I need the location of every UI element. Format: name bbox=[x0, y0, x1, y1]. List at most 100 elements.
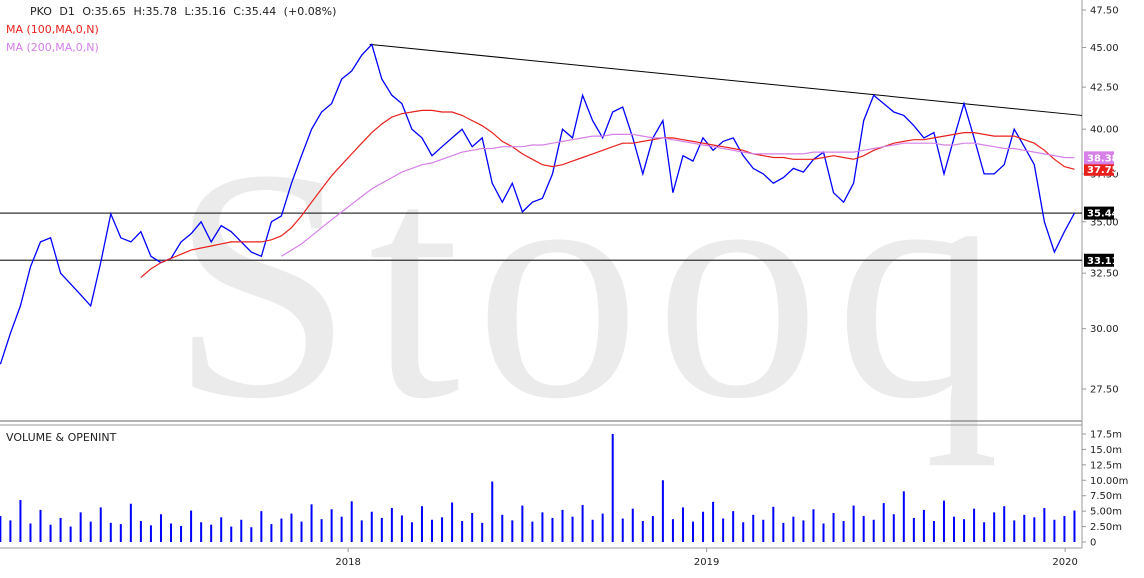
x-tick-label: 2020 bbox=[1052, 557, 1077, 568]
volume-bar bbox=[0, 516, 2, 542]
volume-bar bbox=[661, 480, 664, 542]
volume-bar bbox=[912, 517, 915, 542]
volume-bar bbox=[792, 516, 795, 542]
value-tag-label: 35.44 bbox=[1087, 209, 1119, 220]
y-tick-label: 12.5m bbox=[1090, 460, 1122, 471]
volume-bar bbox=[732, 511, 735, 542]
volume-bar bbox=[250, 527, 253, 542]
value-tag-label: 38.38 bbox=[1087, 153, 1119, 164]
volume-bar bbox=[29, 523, 32, 542]
legend-entry: MA (100,MA,0,N) bbox=[6, 23, 99, 36]
volume-bar bbox=[330, 509, 333, 542]
x-tick-label: 2019 bbox=[694, 557, 719, 568]
volume-bar bbox=[400, 515, 403, 542]
volume-bar bbox=[782, 522, 785, 542]
volume-bar bbox=[270, 524, 273, 542]
volume-bar bbox=[1023, 514, 1026, 542]
volume-bar bbox=[481, 522, 484, 542]
volume-bar bbox=[641, 521, 644, 542]
volume-bar bbox=[471, 512, 474, 542]
y-tick-label: 17.5m bbox=[1090, 429, 1122, 440]
y-tick-label: 40.00 bbox=[1090, 125, 1119, 136]
volume-bar bbox=[39, 509, 42, 542]
volume-bar bbox=[89, 521, 92, 542]
watermark: Stooq bbox=[170, 102, 1000, 467]
x-tick-label: 2018 bbox=[335, 557, 360, 568]
volume-bar bbox=[300, 521, 303, 542]
volume-bar bbox=[983, 522, 986, 542]
volume-bar bbox=[712, 501, 715, 542]
volume-bar bbox=[551, 517, 554, 542]
volume-bar bbox=[260, 511, 263, 542]
legend-entry: MA (200,MA,0,N) bbox=[6, 41, 99, 54]
y-tick-label: 10.00m bbox=[1090, 476, 1128, 487]
value-tag bbox=[1084, 151, 1114, 165]
volume-bar bbox=[601, 513, 604, 542]
volume-bar bbox=[230, 526, 233, 542]
volume-bar bbox=[370, 511, 373, 542]
panel-title: VOLUME & OPENINT bbox=[6, 431, 117, 444]
volume-bar bbox=[772, 506, 775, 542]
volume-bar bbox=[621, 518, 624, 542]
volume-bar bbox=[993, 512, 996, 542]
volume-bar bbox=[1033, 517, 1036, 542]
y-tick-label: 30.00 bbox=[1090, 324, 1119, 335]
volume-bar bbox=[149, 525, 152, 542]
volume-bar bbox=[1043, 508, 1046, 542]
price-line bbox=[0, 43, 1076, 365]
volume-bar bbox=[973, 508, 976, 542]
volume-bar bbox=[832, 512, 835, 542]
volume-bar bbox=[812, 509, 815, 542]
volume-bar bbox=[571, 516, 574, 542]
volume-bar bbox=[882, 503, 885, 542]
volume-bar bbox=[491, 481, 494, 542]
volume-bar bbox=[822, 523, 825, 542]
volume-bar bbox=[9, 520, 12, 542]
volume-bar bbox=[139, 521, 142, 542]
volume-bar bbox=[320, 519, 323, 542]
volume-bar bbox=[360, 520, 363, 542]
volume-bar bbox=[240, 519, 243, 542]
volume-bar bbox=[180, 525, 183, 542]
value-tag bbox=[1084, 162, 1114, 176]
volume-bar bbox=[862, 516, 865, 542]
volume-bar bbox=[852, 505, 855, 542]
volume-bar bbox=[1013, 520, 1016, 542]
volume-bar bbox=[581, 504, 584, 542]
y-tick-label: 7.50m bbox=[1090, 491, 1122, 502]
volume-bar bbox=[220, 517, 223, 542]
volume-bar bbox=[19, 500, 22, 542]
y-tick-label: 35.00 bbox=[1090, 217, 1119, 228]
volume-bar bbox=[170, 523, 173, 542]
y-tick-label: 0 bbox=[1090, 538, 1096, 549]
volume-bar bbox=[69, 526, 72, 542]
volume-bar bbox=[49, 524, 52, 542]
volume-bar bbox=[591, 519, 594, 542]
trend-line bbox=[369, 43, 1083, 116]
value-tag bbox=[1084, 253, 1114, 267]
y-tick-label: 15.0m bbox=[1090, 445, 1122, 456]
ma-line bbox=[281, 133, 1075, 257]
volume-bar bbox=[290, 513, 293, 542]
volume-bar bbox=[461, 521, 464, 542]
volume-bar bbox=[310, 504, 313, 542]
volume-bar bbox=[119, 524, 122, 542]
volume-bar bbox=[129, 503, 132, 542]
volume-bar bbox=[79, 512, 82, 542]
volume-bar bbox=[280, 518, 283, 542]
volume-bar bbox=[1053, 519, 1056, 542]
volume-bar bbox=[802, 520, 805, 542]
volume-bar bbox=[611, 433, 614, 542]
volume-bar bbox=[1073, 510, 1076, 542]
volume-bar bbox=[380, 517, 383, 542]
y-tick-label: 5.00m bbox=[1090, 507, 1122, 518]
volume-bar bbox=[210, 524, 213, 542]
y-tick-label: 42.50 bbox=[1090, 83, 1119, 94]
chart-title: PKO D1 O:35.65 H:35.78 L:35.16 C:35.44 (… bbox=[30, 5, 336, 18]
volume-bar bbox=[390, 508, 393, 542]
volume-bar bbox=[902, 491, 905, 542]
volume-bar bbox=[59, 517, 62, 542]
volume-bar bbox=[1063, 516, 1066, 542]
volume-bar bbox=[671, 519, 674, 542]
